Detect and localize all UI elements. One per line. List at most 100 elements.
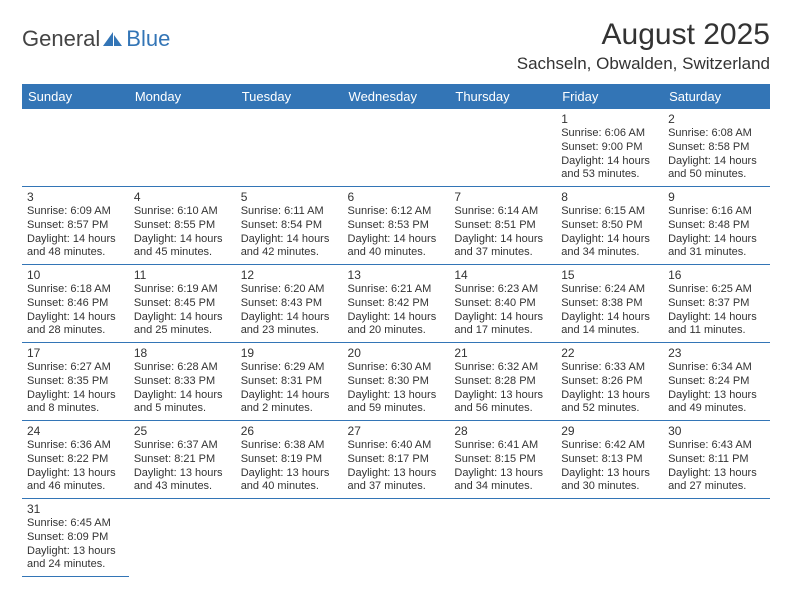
day-number: 6 bbox=[348, 190, 445, 204]
day-detail: Sunrise: 6:19 AM bbox=[134, 283, 231, 297]
day-detail: Sunset: 8:15 PM bbox=[454, 453, 551, 467]
day-detail: Daylight: 14 hours bbox=[134, 389, 231, 403]
day-number: 22 bbox=[561, 346, 658, 360]
day-detail: Daylight: 13 hours bbox=[134, 467, 231, 481]
day-number: 8 bbox=[561, 190, 658, 204]
calendar-cell: 13Sunrise: 6:21 AMSunset: 8:42 PMDayligh… bbox=[343, 265, 450, 343]
day-detail: Sunset: 8:57 PM bbox=[27, 219, 124, 233]
day-detail: Sunrise: 6:16 AM bbox=[668, 205, 765, 219]
day-detail: and 37 minutes. bbox=[454, 246, 551, 260]
day-number: 2 bbox=[668, 112, 765, 126]
day-detail: and 37 minutes. bbox=[348, 480, 445, 494]
calendar-cell bbox=[129, 109, 236, 187]
calendar-cell: 9Sunrise: 6:16 AMSunset: 8:48 PMDaylight… bbox=[663, 187, 770, 265]
day-detail: Daylight: 14 hours bbox=[348, 233, 445, 247]
day-number: 24 bbox=[27, 424, 124, 438]
logo-text-general: General bbox=[22, 26, 100, 52]
day-number: 3 bbox=[27, 190, 124, 204]
day-number: 1 bbox=[561, 112, 658, 126]
calendar-cell bbox=[449, 109, 556, 187]
calendar-cell: 30Sunrise: 6:43 AMSunset: 8:11 PMDayligh… bbox=[663, 421, 770, 499]
day-detail: Sunset: 8:26 PM bbox=[561, 375, 658, 389]
calendar-cell: 25Sunrise: 6:37 AMSunset: 8:21 PMDayligh… bbox=[129, 421, 236, 499]
day-header: Friday bbox=[556, 84, 663, 109]
day-detail: Sunset: 8:58 PM bbox=[668, 141, 765, 155]
day-detail: Sunrise: 6:33 AM bbox=[561, 361, 658, 375]
day-detail: Daylight: 14 hours bbox=[27, 311, 124, 325]
calendar-cell: 1Sunrise: 6:06 AMSunset: 9:00 PMDaylight… bbox=[556, 109, 663, 187]
calendar-cell: 10Sunrise: 6:18 AMSunset: 8:46 PMDayligh… bbox=[22, 265, 129, 343]
day-detail: and 8 minutes. bbox=[27, 402, 124, 416]
day-detail: Daylight: 14 hours bbox=[241, 389, 338, 403]
day-detail: Sunrise: 6:38 AM bbox=[241, 439, 338, 453]
day-detail: Sunrise: 6:28 AM bbox=[134, 361, 231, 375]
day-detail: Daylight: 14 hours bbox=[561, 233, 658, 247]
day-detail: Sunrise: 6:24 AM bbox=[561, 283, 658, 297]
day-number: 13 bbox=[348, 268, 445, 282]
day-detail: Daylight: 14 hours bbox=[27, 233, 124, 247]
day-number: 12 bbox=[241, 268, 338, 282]
day-detail: Sunrise: 6:37 AM bbox=[134, 439, 231, 453]
day-number: 5 bbox=[241, 190, 338, 204]
day-number: 21 bbox=[454, 346, 551, 360]
logo: General Blue bbox=[22, 26, 170, 52]
day-detail: Sunset: 8:38 PM bbox=[561, 297, 658, 311]
calendar-table: SundayMondayTuesdayWednesdayThursdayFrid… bbox=[22, 84, 770, 577]
calendar-cell: 16Sunrise: 6:25 AMSunset: 8:37 PMDayligh… bbox=[663, 265, 770, 343]
day-detail: Sunrise: 6:43 AM bbox=[668, 439, 765, 453]
calendar-week: 3Sunrise: 6:09 AMSunset: 8:57 PMDaylight… bbox=[22, 187, 770, 265]
day-detail: Sunrise: 6:21 AM bbox=[348, 283, 445, 297]
location: Sachseln, Obwalden, Switzerland bbox=[517, 54, 770, 74]
day-detail: Daylight: 13 hours bbox=[454, 389, 551, 403]
title-block: August 2025 Sachseln, Obwalden, Switzerl… bbox=[517, 18, 770, 74]
day-detail: Daylight: 13 hours bbox=[561, 467, 658, 481]
day-detail: and 24 minutes. bbox=[27, 558, 124, 572]
day-detail: Daylight: 14 hours bbox=[134, 311, 231, 325]
day-detail: Sunrise: 6:45 AM bbox=[27, 517, 124, 531]
day-detail: Daylight: 14 hours bbox=[454, 311, 551, 325]
calendar-cell bbox=[556, 499, 663, 577]
day-number: 26 bbox=[241, 424, 338, 438]
day-detail: Daylight: 14 hours bbox=[561, 155, 658, 169]
day-detail: and 46 minutes. bbox=[27, 480, 124, 494]
day-detail: Sunset: 8:53 PM bbox=[348, 219, 445, 233]
day-number: 30 bbox=[668, 424, 765, 438]
day-detail: Sunset: 8:30 PM bbox=[348, 375, 445, 389]
day-detail: Daylight: 14 hours bbox=[668, 311, 765, 325]
calendar-cell: 17Sunrise: 6:27 AMSunset: 8:35 PMDayligh… bbox=[22, 343, 129, 421]
day-detail: and 14 minutes. bbox=[561, 324, 658, 338]
calendar-cell: 31Sunrise: 6:45 AMSunset: 8:09 PMDayligh… bbox=[22, 499, 129, 577]
day-header: Sunday bbox=[22, 84, 129, 109]
day-detail: Sunset: 8:24 PM bbox=[668, 375, 765, 389]
day-detail: Sunrise: 6:10 AM bbox=[134, 205, 231, 219]
calendar-cell: 6Sunrise: 6:12 AMSunset: 8:53 PMDaylight… bbox=[343, 187, 450, 265]
day-detail: Daylight: 14 hours bbox=[454, 233, 551, 247]
calendar-cell: 28Sunrise: 6:41 AMSunset: 8:15 PMDayligh… bbox=[449, 421, 556, 499]
day-detail: Sunset: 8:19 PM bbox=[241, 453, 338, 467]
day-number: 4 bbox=[134, 190, 231, 204]
day-number: 17 bbox=[27, 346, 124, 360]
day-detail: and 40 minutes. bbox=[348, 246, 445, 260]
calendar-cell: 12Sunrise: 6:20 AMSunset: 8:43 PMDayligh… bbox=[236, 265, 343, 343]
calendar-cell: 29Sunrise: 6:42 AMSunset: 8:13 PMDayligh… bbox=[556, 421, 663, 499]
calendar-cell bbox=[129, 499, 236, 577]
calendar-week: 24Sunrise: 6:36 AMSunset: 8:22 PMDayligh… bbox=[22, 421, 770, 499]
day-detail: Sunset: 8:09 PM bbox=[27, 531, 124, 545]
day-detail: Sunset: 8:17 PM bbox=[348, 453, 445, 467]
day-detail: and 28 minutes. bbox=[27, 324, 124, 338]
day-detail: Sunset: 8:31 PM bbox=[241, 375, 338, 389]
calendar-cell: 27Sunrise: 6:40 AMSunset: 8:17 PMDayligh… bbox=[343, 421, 450, 499]
day-detail: Sunrise: 6:25 AM bbox=[668, 283, 765, 297]
calendar-cell: 20Sunrise: 6:30 AMSunset: 8:30 PMDayligh… bbox=[343, 343, 450, 421]
day-detail: Sunrise: 6:27 AM bbox=[27, 361, 124, 375]
day-detail: Daylight: 13 hours bbox=[27, 467, 124, 481]
day-detail: and 27 minutes. bbox=[668, 480, 765, 494]
calendar-cell: 3Sunrise: 6:09 AMSunset: 8:57 PMDaylight… bbox=[22, 187, 129, 265]
day-number: 7 bbox=[454, 190, 551, 204]
day-number: 23 bbox=[668, 346, 765, 360]
day-detail: and 59 minutes. bbox=[348, 402, 445, 416]
calendar-cell: 14Sunrise: 6:23 AMSunset: 8:40 PMDayligh… bbox=[449, 265, 556, 343]
day-detail: Sunrise: 6:14 AM bbox=[454, 205, 551, 219]
calendar-cell bbox=[663, 499, 770, 577]
day-number: 25 bbox=[134, 424, 231, 438]
